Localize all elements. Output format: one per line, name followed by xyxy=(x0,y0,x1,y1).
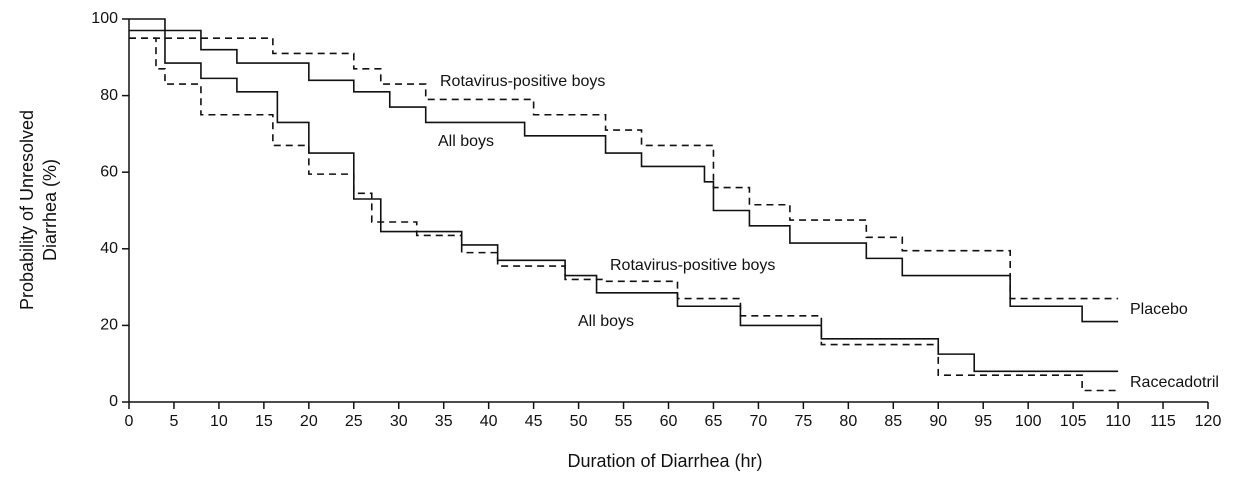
survival-curve xyxy=(129,37,1119,300)
y-tick-label: 80 xyxy=(100,87,118,104)
y-axis-label: Diarrhea (%) xyxy=(40,159,60,261)
x-tick-label: 95 xyxy=(974,413,992,430)
x-tick-label: 65 xyxy=(705,413,723,430)
x-tick-label: 25 xyxy=(345,413,363,430)
x-axis-label: Duration of Diarrhea (hr) xyxy=(567,451,762,471)
y-tick-label: 20 xyxy=(100,317,118,334)
x-tick-label: 30 xyxy=(390,413,408,430)
y-axis-label: Probability of Unresolved xyxy=(17,110,37,310)
x-tick-label: 45 xyxy=(525,413,543,430)
annotation: Racecadotril xyxy=(1130,374,1219,391)
annotation: Rotavirus-positive boys xyxy=(440,73,605,90)
x-tick-label: 115 xyxy=(1150,413,1176,430)
x-tick-label: 35 xyxy=(435,413,453,430)
x-tick-label: 0 xyxy=(125,413,134,430)
x-tick-label: 50 xyxy=(570,413,588,430)
y-tick-label: 0 xyxy=(109,393,118,410)
x-tick-label: 90 xyxy=(929,413,947,430)
x-tick-label: 15 xyxy=(255,413,273,430)
annotation: All boys xyxy=(438,133,494,150)
x-tick-label: 5 xyxy=(170,413,179,430)
survival-curve xyxy=(129,37,1119,392)
x-tick-label: 55 xyxy=(615,413,633,430)
x-tick-label: 70 xyxy=(750,413,768,430)
x-tick-label: 120 xyxy=(1195,413,1222,430)
x-tick-label: 40 xyxy=(480,413,498,430)
y-tick-label: 60 xyxy=(100,163,118,180)
y-tick-label: 40 xyxy=(100,240,118,257)
annotation: Placebo xyxy=(1130,301,1188,318)
x-tick-label: 85 xyxy=(884,413,902,430)
annotation: Rotavirus-positive boys xyxy=(610,257,775,274)
x-tick-label: 20 xyxy=(300,413,318,430)
x-tick-label: 75 xyxy=(794,413,812,430)
x-tick-label: 60 xyxy=(660,413,678,430)
survival-curve xyxy=(129,29,1119,323)
x-tick-label: 10 xyxy=(210,413,228,430)
y-tick-label: 100 xyxy=(91,10,118,27)
x-tick-label: 110 xyxy=(1105,413,1131,430)
x-tick-label: 80 xyxy=(839,413,857,430)
x-tick-label: 105 xyxy=(1060,413,1087,430)
x-tick-label: 100 xyxy=(1015,413,1042,430)
annotation: All boys xyxy=(578,313,634,330)
